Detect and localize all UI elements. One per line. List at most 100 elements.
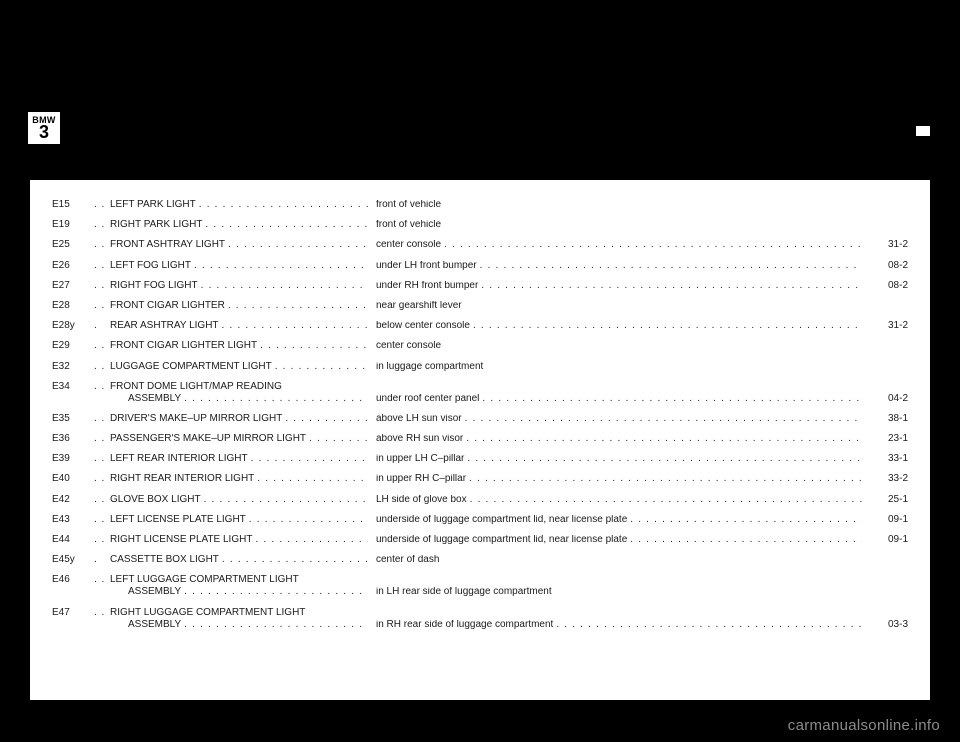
component-name-wrap: FRONT CIGAR LIGHTER LIGHT. . . . . . . .… bbox=[110, 341, 368, 351]
dots-icon: . . bbox=[94, 495, 110, 505]
dots-icon: . . bbox=[94, 414, 110, 424]
dots-icon: . bbox=[94, 321, 110, 331]
component-name-wrap: LEFT REAR INTERIOR LIGHT. . . . . . . . … bbox=[110, 454, 368, 464]
dots-icon: . . bbox=[94, 454, 110, 464]
component-name-wrap: FRONT CIGAR LIGHTER. . . . . . . . . . .… bbox=[110, 301, 368, 311]
component-name-line2: ASSEMBLY bbox=[110, 620, 184, 630]
dots-icon: . bbox=[94, 555, 110, 565]
component-name: LUGGAGE COMPARTMENT LIGHT bbox=[110, 362, 275, 372]
component-name-wrap: RIGHT LICENSE PLATE LIGHT. . . . . . . .… bbox=[110, 535, 368, 545]
component-code: E26 bbox=[52, 261, 94, 271]
dots-icon: . . bbox=[94, 434, 110, 444]
page-ref: 08-2 bbox=[862, 281, 908, 291]
index-row: E42. .GLOVE BOX LIGHT. . . . . . . . . .… bbox=[52, 495, 908, 505]
leader-dots-icon: . . . . . . . . . . . . . . . . . . . . … bbox=[228, 301, 368, 311]
dots-icon: . . bbox=[94, 200, 110, 210]
leader-dots-icon: . . . . . . . . . . . . . . . . . . . . … bbox=[466, 434, 862, 444]
index-row: E39. .LEFT REAR INTERIOR LIGHT. . . . . … bbox=[52, 454, 908, 464]
page-ref: 04-2 bbox=[862, 394, 908, 404]
location-wrap: in LH rear side of luggage compartment bbox=[368, 587, 862, 597]
location-wrap: above LH sun visor. . . . . . . . . . . … bbox=[368, 414, 862, 424]
dots-icon: . . bbox=[94, 301, 110, 311]
location-wrap: center of dash bbox=[368, 555, 862, 565]
leader-dots-icon: . . . . . . . . . . . . . . . . . . . . … bbox=[470, 495, 862, 505]
component-name-wrap: RIGHT REAR INTERIOR LIGHT. . . . . . . .… bbox=[110, 474, 368, 484]
component-name-wrap: RIGHT PARK LIGHT. . . . . . . . . . . . … bbox=[110, 220, 368, 230]
location-wrap: LH side of glove box. . . . . . . . . . … bbox=[368, 495, 862, 505]
component-name-wrap: FRONT DOME LIGHT/MAP READING bbox=[110, 382, 368, 392]
index-row: E32. .LUGGAGE COMPARTMENT LIGHT. . . . .… bbox=[52, 362, 908, 372]
location-wrap: under LH front bumper. . . . . . . . . .… bbox=[368, 261, 862, 271]
index-row-continue: ASSEMBLY. . . . . . . . . . . . . . . . … bbox=[52, 587, 908, 597]
component-name-wrap: PASSENGER'S MAKE–UP MIRROR LIGHT. . . . … bbox=[110, 434, 368, 444]
dots-icon: . . bbox=[94, 474, 110, 484]
leader-dots-icon: . . . . . . . . . . . . . . . . . . . . … bbox=[222, 555, 368, 565]
dots-icon: . . bbox=[94, 575, 110, 585]
leader-dots-icon: . . . . . . . . . . . . . . . . . . . . … bbox=[184, 394, 368, 404]
component-code: E46 bbox=[52, 575, 94, 585]
component-code: E35 bbox=[52, 414, 94, 424]
component-code: E47 bbox=[52, 608, 94, 618]
location-wrap: in luggage compartment bbox=[368, 362, 862, 372]
leader-dots-icon: . . . . . . . . . . . . . . . . . . . . … bbox=[630, 535, 862, 545]
page-ref: 23-1 bbox=[862, 434, 908, 444]
component-name: REAR ASHTRAY LIGHT bbox=[110, 321, 222, 331]
component-location: in LH rear side of luggage compartment bbox=[376, 587, 555, 597]
index-row-continue: ASSEMBLY. . . . . . . . . . . . . . . . … bbox=[52, 394, 908, 404]
leader-dots-icon: . . . . . . . . . . . . . . . . . . . . … bbox=[199, 200, 368, 210]
index-row: E45y.CASSETTE BOX LIGHT. . . . . . . . .… bbox=[52, 555, 908, 565]
index-row: E35. .DRIVER'S MAKE–UP MIRROR LIGHT. . .… bbox=[52, 414, 908, 424]
leader-dots-icon: . . . . . . . . . . . . . . . . . . . . … bbox=[630, 515, 862, 525]
leader-dots-icon: . . . . . . . . . . . . . . . . . . . . … bbox=[482, 394, 862, 404]
component-code: E39 bbox=[52, 454, 94, 464]
component-name-wrap: LEFT LUGGAGE COMPARTMENT LIGHT bbox=[110, 575, 368, 585]
leader-dots-icon: . . . . . . . . . . . . . . . . . . . . … bbox=[228, 240, 368, 250]
leader-dots-icon: . . . . . . . . . . . . . . . . . . . . … bbox=[556, 620, 862, 630]
component-name: FRONT DOME LIGHT/MAP READING bbox=[110, 382, 285, 392]
dots-icon: . . bbox=[94, 515, 110, 525]
dots-icon: . . bbox=[94, 220, 110, 230]
component-code: E36 bbox=[52, 434, 94, 444]
component-code: E45y bbox=[52, 555, 94, 565]
location-wrap: underside of luggage compartment lid, ne… bbox=[368, 515, 862, 525]
location-wrap: in upper LH C–pillar. . . . . . . . . . … bbox=[368, 454, 862, 464]
location-wrap: in RH rear side of luggage compartment. … bbox=[368, 620, 862, 630]
leader-dots-icon: . . . . . . . . . . . . . . . . . . . . … bbox=[467, 454, 862, 464]
leader-dots-icon: . . . . . . . . . . . . . . . . . . . . … bbox=[201, 281, 368, 291]
component-name: LEFT PARK LIGHT bbox=[110, 200, 199, 210]
component-code: E28 bbox=[52, 301, 94, 311]
index-row: E27. .RIGHT FOG LIGHT. . . . . . . . . .… bbox=[52, 281, 908, 291]
component-name-wrap: REAR ASHTRAY LIGHT. . . . . . . . . . . … bbox=[110, 321, 368, 331]
component-location: center console bbox=[376, 240, 444, 250]
component-code: E42 bbox=[52, 495, 94, 505]
component-name-wrap: LUGGAGE COMPARTMENT LIGHT. . . . . . . .… bbox=[110, 362, 368, 372]
component-name-wrap: LEFT FOG LIGHT. . . . . . . . . . . . . … bbox=[110, 261, 368, 271]
leader-dots-icon: . . . . . . . . . . . . . . . . . . . . … bbox=[249, 515, 368, 525]
component-name-wrap: LEFT LICENSE PLATE LIGHT. . . . . . . . … bbox=[110, 515, 368, 525]
index-row-continue: ASSEMBLY . . . . . . . . . . . . . . . . … bbox=[52, 620, 908, 630]
component-location: near gearshift lever bbox=[376, 301, 465, 311]
component-name-wrap: DRIVER'S MAKE–UP MIRROR LIGHT. . . . . .… bbox=[110, 414, 368, 424]
index-row: E40. .RIGHT REAR INTERIOR LIGHT. . . . .… bbox=[52, 474, 908, 484]
component-name-wrap: RIGHT FOG LIGHT. . . . . . . . . . . . .… bbox=[110, 281, 368, 291]
dots-icon: . . bbox=[94, 261, 110, 271]
location-wrap: front of vehicle bbox=[368, 200, 862, 210]
page-ref: 09-1 bbox=[862, 535, 908, 545]
index-row: E15. .LEFT PARK LIGHT. . . . . . . . . .… bbox=[52, 200, 908, 210]
component-location: under LH front bumper bbox=[376, 261, 480, 271]
page-ref: 09-1 bbox=[862, 515, 908, 525]
component-location: LH side of glove box bbox=[376, 495, 470, 505]
index-row: E28y.REAR ASHTRAY LIGHT. . . . . . . . .… bbox=[52, 321, 908, 331]
leader-dots-icon: . . . . . . . . . . . . . . . . . . . . … bbox=[481, 281, 862, 291]
component-location: in upper LH C–pillar bbox=[376, 454, 467, 464]
dots-icon: . . bbox=[94, 281, 110, 291]
component-name-wrap: ASSEMBLY. . . . . . . . . . . . . . . . … bbox=[110, 394, 368, 404]
leader-dots-icon: . . . . . . . . . . . . . . . . . . . . … bbox=[285, 414, 368, 424]
component-name-wrap: FRONT ASHTRAY LIGHT. . . . . . . . . . .… bbox=[110, 240, 368, 250]
location-wrap: near gearshift lever bbox=[368, 301, 862, 311]
component-name: RIGHT PARK LIGHT bbox=[110, 220, 205, 230]
leader-dots-icon: . . . . . . . . . . . . . . . . . . . . … bbox=[205, 220, 368, 230]
component-name-wrap: CASSETTE BOX LIGHT. . . . . . . . . . . … bbox=[110, 555, 368, 565]
component-code: E27 bbox=[52, 281, 94, 291]
page-ref: 31-2 bbox=[862, 240, 908, 250]
